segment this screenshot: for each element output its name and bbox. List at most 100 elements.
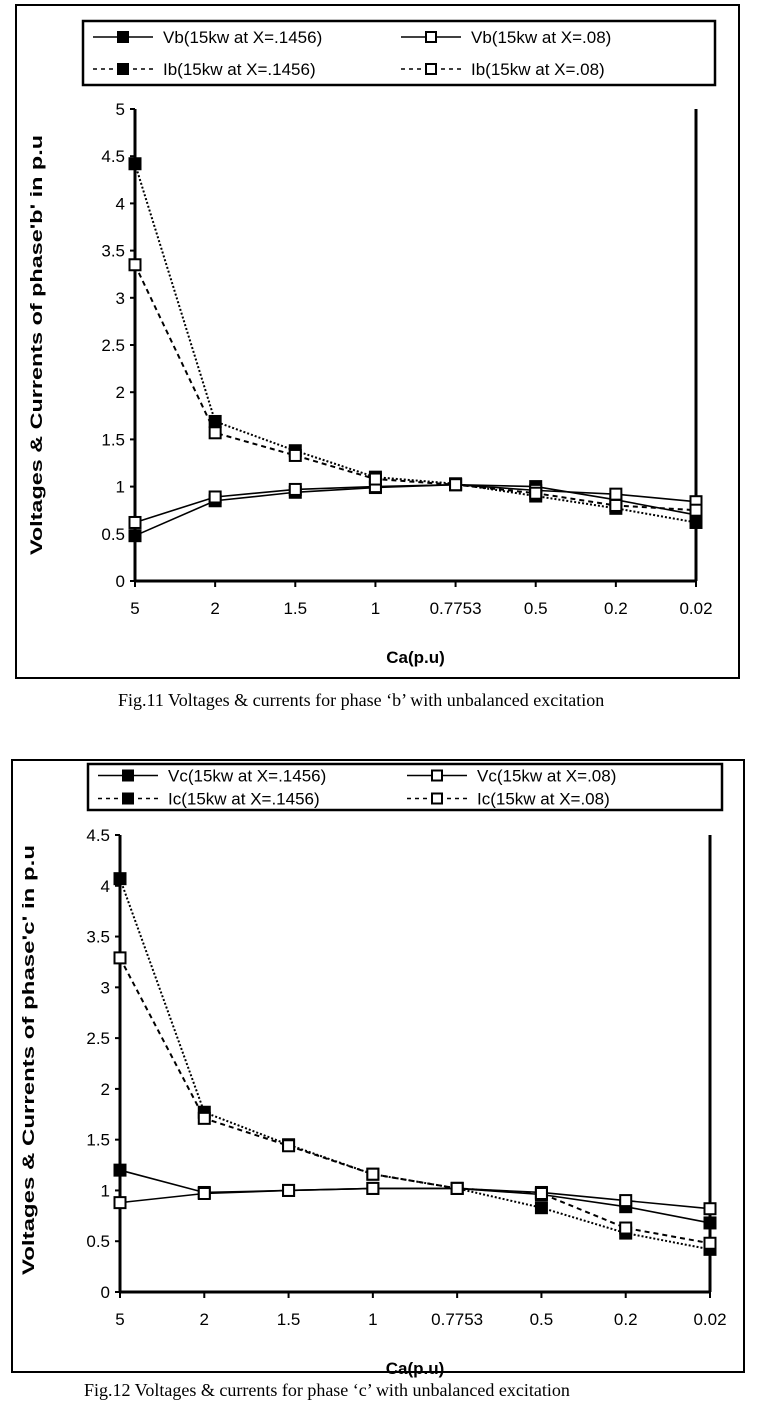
- data-point-marker: [366, 1167, 380, 1181]
- y-tick-label: 3: [101, 978, 110, 997]
- data-point-marker: [449, 478, 463, 492]
- data-point-marker: [619, 1221, 633, 1235]
- legend-entry-label: Vb(15kw at X=.08): [471, 28, 611, 47]
- data-point-marker: [534, 1186, 548, 1200]
- data-point-marker: [288, 448, 302, 462]
- chart-frame: [15, 4, 740, 679]
- legend-marker: [425, 31, 437, 43]
- y-tick-label: 0: [116, 572, 125, 591]
- y-tick-label: 0.5: [86, 1232, 110, 1251]
- legend-entry-label: Ic(15kw at X=.08): [477, 790, 610, 809]
- series-line-3: [134, 163, 697, 524]
- legend-marker: [117, 31, 129, 43]
- series-line-2: [134, 483, 697, 524]
- legend-marker: [122, 769, 134, 782]
- data-point-marker: [282, 1183, 296, 1197]
- y-tick-label: 1: [101, 1181, 110, 1200]
- y-tick-label: 3.5: [101, 242, 125, 261]
- series-line-4: [134, 264, 697, 512]
- data-point-marker: [368, 472, 382, 486]
- data-point-marker: [197, 1186, 211, 1200]
- data-point-marker: [529, 486, 543, 500]
- x-axis-label: Ca(p.u): [386, 1359, 445, 1378]
- data-point-marker: [197, 1111, 211, 1125]
- legend-box: [81, 19, 717, 87]
- legend-marker: [431, 792, 443, 805]
- x-tick-label: 5: [130, 599, 139, 618]
- data-point-marker: [113, 1163, 127, 1177]
- legend-entry-label: Ib(15kw at X=.08): [471, 60, 605, 79]
- x-tick-label: 1: [368, 1310, 377, 1329]
- data-point-marker: [208, 490, 222, 504]
- legend-box: [86, 762, 724, 812]
- y-tick-label: 1: [116, 478, 125, 497]
- y-tick-label: 2.5: [86, 1029, 110, 1048]
- data-point-marker: [113, 951, 127, 965]
- data-point-marker: [128, 258, 142, 272]
- data-point-marker: [128, 529, 142, 543]
- data-point-marker: [128, 157, 142, 171]
- data-point-marker: [703, 1216, 717, 1230]
- x-tick-label: 2: [210, 599, 219, 618]
- y-tick-label: 5: [116, 100, 125, 119]
- data-point-marker: [534, 1201, 548, 1215]
- series-line-3: [119, 878, 711, 1251]
- data-point-marker: [208, 426, 222, 440]
- legend-entry-label: Ic(15kw at X=.1456): [168, 790, 320, 809]
- data-point-marker: [619, 1194, 633, 1208]
- y-tick-label: 1.5: [86, 1131, 110, 1150]
- legend-entry-label: Vc(15kw at X=.08): [477, 767, 616, 786]
- data-point-marker: [609, 487, 623, 501]
- y-tick-label: 1.5: [101, 430, 125, 449]
- y-tick-label: 2: [116, 383, 125, 402]
- y-tick-label: 4: [101, 877, 110, 896]
- y-tick-label: 0.5: [101, 525, 125, 544]
- data-point-marker: [450, 1181, 464, 1195]
- x-tick-label: 0.02: [693, 1310, 726, 1329]
- x-tick-label: 1.5: [283, 599, 307, 618]
- data-point-marker: [282, 1139, 296, 1153]
- x-tick-label: 0.2: [614, 1310, 638, 1329]
- data-point-marker: [609, 498, 623, 512]
- x-axis-label: Ca(p.u): [386, 648, 445, 667]
- x-tick-label: 0.7753: [430, 599, 482, 618]
- data-point-marker: [703, 1236, 717, 1250]
- x-tick-label: 1: [371, 599, 380, 618]
- data-point-marker: [703, 1202, 717, 1216]
- x-tick-label: 0.02: [679, 599, 712, 618]
- y-tick-label: 4: [116, 194, 125, 213]
- x-tick-label: 5: [115, 1310, 124, 1329]
- data-point-marker: [366, 1181, 380, 1195]
- series-line-2: [119, 1187, 711, 1210]
- y-tick-label: 4.5: [86, 826, 110, 845]
- y-axis-label: Voltages & Currents of phase'c' in p.u: [19, 845, 38, 1275]
- data-point-marker: [113, 1196, 127, 1210]
- legend-entry-label: Vb(15kw at X=.1456): [163, 28, 322, 47]
- x-tick-label: 1.5: [277, 1310, 301, 1329]
- legend-entry-label: Ib(15kw at X=.1456): [163, 60, 316, 79]
- x-tick-label: 0.2: [604, 599, 628, 618]
- legend-marker: [117, 63, 129, 75]
- y-tick-label: 0: [101, 1283, 110, 1302]
- y-tick-label: 3: [116, 289, 125, 308]
- y-tick-label: 2: [101, 1080, 110, 1099]
- data-point-marker: [128, 515, 142, 529]
- data-point-marker: [288, 482, 302, 496]
- chart-frame: [11, 759, 745, 1373]
- y-axis-label: Voltages & Currents of phase'b' in p.u: [27, 135, 46, 555]
- series-line-4: [119, 957, 711, 1245]
- y-tick-label: 3.5: [86, 928, 110, 947]
- x-tick-label: 2: [200, 1310, 209, 1329]
- y-tick-label: 4.5: [101, 147, 125, 166]
- legend-entry-label: Vc(15kw at X=.1456): [168, 767, 326, 786]
- legend-marker: [122, 792, 134, 805]
- x-tick-label: 0.5: [524, 599, 548, 618]
- data-point-marker: [689, 503, 703, 517]
- x-tick-label: 0.5: [530, 1310, 554, 1329]
- data-point-marker: [689, 515, 703, 529]
- caption-fig11: Fig.11 Voltages & currents for phase ‘b’…: [118, 690, 605, 710]
- y-tick-label: 2.5: [101, 336, 125, 355]
- chart-2: 0 0.5 1 1.5 2 2.5 3 3.5 4 4.5 5 2 1.5 1 0.7753 0.5 0.2 0.…: [11, 759, 745, 1378]
- legend-marker: [425, 63, 437, 75]
